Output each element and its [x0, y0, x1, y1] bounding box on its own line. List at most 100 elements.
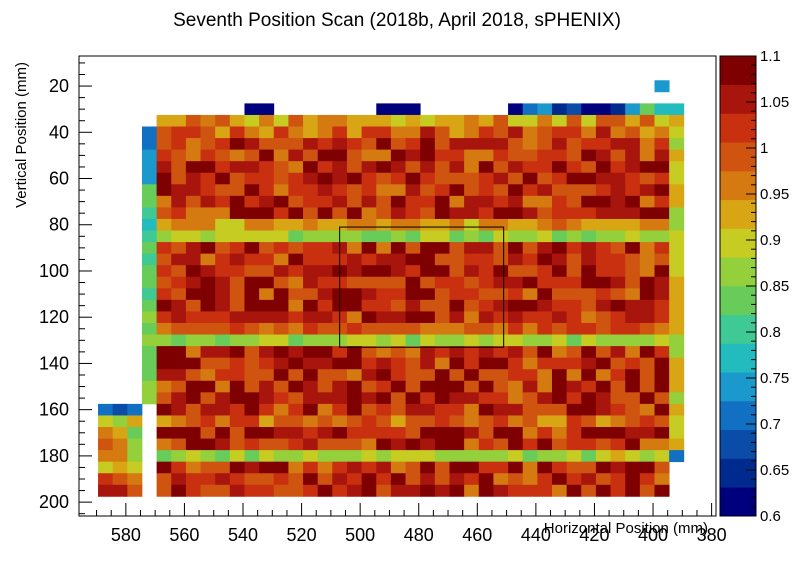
heatmap-cell [625, 207, 641, 220]
heatmap-cell [434, 138, 450, 151]
heatmap-cell [551, 253, 568, 266]
heatmap-cell [317, 288, 333, 301]
heatmap-cell [508, 299, 524, 312]
heatmap-cell [273, 450, 289, 463]
heatmap-cell [522, 392, 538, 405]
heatmap-cell [156, 276, 172, 289]
heatmap-cell [610, 473, 626, 486]
heatmap-cell [303, 253, 319, 266]
y-axis: 20 40 60 80 100 120 140 160 180 200 [39, 62, 92, 515]
heatmap-cell [346, 380, 363, 393]
heatmap-cell [259, 403, 275, 416]
heatmap-cell [654, 103, 670, 116]
heatmap-cell [288, 357, 304, 370]
heatmap-cell [200, 334, 216, 347]
heatmap-cell [610, 103, 626, 116]
heatmap-cell [493, 149, 509, 162]
heatmap-cell [376, 114, 392, 127]
heatmap-cell [478, 369, 494, 382]
heatmap-cell [332, 403, 348, 416]
heatmap-cell [346, 207, 363, 220]
heatmap-cell [625, 253, 641, 266]
heatmap-cell [610, 346, 626, 359]
y-tick-label: 40 [49, 122, 69, 142]
heatmap-cell [259, 288, 275, 301]
heatmap-cell [449, 149, 465, 162]
heatmap-cell [639, 438, 655, 451]
heatmap-cell [200, 253, 216, 266]
heatmap-cell [244, 392, 260, 405]
heatmap-cell [200, 322, 216, 335]
heatmap-cell [522, 242, 538, 255]
heatmap-cell [610, 392, 626, 405]
heatmap-cell [273, 288, 289, 301]
heatmap-cell [581, 218, 597, 231]
heatmap-cell [405, 357, 421, 370]
heatmap-cell [390, 380, 406, 393]
heatmap-cell [434, 126, 450, 139]
heatmap-cell [185, 357, 201, 370]
heatmap-cell [537, 138, 553, 151]
heatmap-cell [244, 415, 260, 428]
heatmap-cell [185, 311, 201, 324]
heatmap-cell [405, 473, 421, 486]
heatmap-cell [566, 195, 582, 208]
heatmap-cell [508, 207, 524, 220]
heatmap-cell [537, 473, 553, 486]
heatmap-cell [361, 461, 377, 474]
heatmap-cell [405, 230, 421, 243]
heatmap-cell [493, 461, 509, 474]
heatmap-cell [390, 207, 406, 220]
heatmap-cell [376, 380, 392, 393]
heatmap-cell [156, 380, 172, 393]
heatmap-cell [346, 461, 363, 474]
heatmap-cell [449, 114, 465, 127]
heatmap-cell [288, 380, 304, 393]
heatmap-cell [346, 403, 363, 416]
heatmap-cell [98, 427, 114, 439]
heatmap-cell [376, 438, 392, 451]
heatmap-cell [156, 114, 172, 127]
heatmap-cell [669, 276, 685, 289]
heatmap-cell [185, 230, 201, 243]
heatmap-cell [595, 184, 611, 197]
heatmap-cell [112, 450, 128, 463]
heatmap-cell [551, 114, 568, 127]
heatmap-cell [244, 346, 260, 359]
heatmap-cell [244, 334, 260, 347]
heatmap-cell [508, 195, 524, 208]
heatmap-cell [361, 357, 377, 370]
heatmap-cell [156, 299, 172, 312]
heatmap-cell [185, 253, 201, 266]
heatmap-cell [551, 103, 568, 116]
heatmap-cell [361, 415, 377, 428]
heatmap-cell [244, 450, 260, 463]
heatmap-cell [171, 311, 187, 324]
heatmap-cell [244, 230, 260, 243]
heatmap-cell [464, 184, 480, 197]
heatmap-cell [259, 230, 275, 243]
heatmap-cell [420, 380, 436, 393]
heatmap-cell [566, 438, 582, 451]
heatmap-cell [215, 334, 231, 347]
heatmap-cell [303, 346, 319, 359]
heatmap-cell [171, 473, 187, 486]
heatmap-cell [361, 322, 377, 335]
heatmap-cell [200, 369, 216, 382]
heatmap-cell [303, 230, 319, 243]
heatmap-cell [171, 392, 187, 405]
heatmap-cell [625, 149, 641, 162]
heatmap-cell [669, 369, 685, 382]
heatmap-cell [449, 438, 465, 451]
heatmap-cell [566, 473, 582, 486]
heatmap-cell [317, 438, 333, 451]
heatmap-cell [361, 172, 377, 185]
heatmap-cell [332, 450, 348, 463]
heatmap-cell [522, 103, 538, 116]
heatmap-cell [317, 218, 333, 231]
heatmap-cell [405, 184, 421, 197]
y-tick-label: 180 [39, 446, 69, 466]
heatmap-cell [376, 230, 392, 243]
heatmap-cell [610, 403, 626, 416]
heatmap-cell [464, 265, 480, 278]
